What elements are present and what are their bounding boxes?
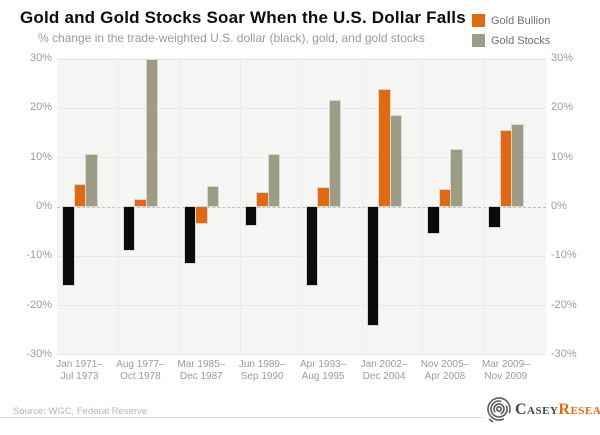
- y-axis-tick-label: -30%: [26, 347, 52, 360]
- bar: [451, 149, 462, 207]
- bar: [184, 206, 196, 264]
- legend-item-gold-stocks: Gold Stocks: [472, 34, 598, 47]
- gold-stocks-swatch-icon: [472, 34, 485, 47]
- y-axis-tick-label: -10%: [551, 249, 577, 262]
- gridline-v: [483, 58, 485, 355]
- chart-title: Gold and Gold Stocks Soar When the U.S. …: [20, 8, 466, 27]
- source-note: Source: WGC, Federal Reserve: [13, 406, 148, 417]
- bar: [123, 206, 135, 250]
- bar: [379, 89, 390, 207]
- bar: [63, 206, 74, 285]
- x-axis-category-label: Nov 2005– Apr 2008: [420, 359, 470, 382]
- bar: [207, 187, 219, 207]
- bar: [306, 206, 318, 285]
- x-axis-category-label: Jan 2002– Dec 2004: [360, 359, 408, 382]
- plot-area: [57, 58, 546, 356]
- y-axis-tick-label: 30%: [29, 52, 52, 65]
- x-axis-category-label: Mar 1985– Dec 1987: [177, 359, 226, 382]
- y-axis-tick-label: -10%: [26, 249, 52, 262]
- chart-subtitle: % change in the trade-weighted U.S. doll…: [38, 31, 425, 45]
- y-axis-tick-label: 10%: [551, 150, 574, 163]
- gridline-v: [300, 58, 302, 355]
- fingerprint-icon: [487, 397, 511, 423]
- gridline-v: [422, 58, 424, 355]
- legend: Gold Bullion Gold Stocks: [472, 14, 598, 54]
- bar: [245, 206, 257, 225]
- gold-swatch-icon: [472, 14, 485, 27]
- bar: [196, 206, 207, 224]
- legend-item-gold: Gold Bullion: [472, 14, 598, 27]
- bar: [135, 199, 146, 207]
- bar: [318, 188, 329, 207]
- bar: [512, 124, 523, 207]
- x-axis-category-label: Jun 1989– Sep 1990: [238, 359, 286, 382]
- bar: [390, 116, 401, 207]
- x-axis-category-label: Jan 1971– Jul 1973: [56, 359, 103, 382]
- y-axis-tick-label: 30%: [551, 52, 574, 65]
- gridline-v: [178, 58, 180, 355]
- y-axis-tick-label: -20%: [551, 298, 577, 311]
- y-axis-tick-label: 10%: [29, 150, 52, 163]
- bar: [500, 130, 512, 207]
- x-axis-category-label: Mar 2009– Nov 2009: [481, 359, 530, 382]
- bar: [86, 154, 97, 207]
- y-axis-tick-label: 20%: [29, 101, 52, 114]
- bar: [268, 154, 280, 207]
- bar: [439, 189, 451, 207]
- bar: [428, 206, 439, 233]
- x-axis-category-label: Apr 1993– Aug 1995: [300, 359, 347, 382]
- footer-divider: [0, 417, 483, 418]
- bar: [146, 59, 158, 207]
- brand-research: Research: [558, 400, 600, 418]
- x-axis-category-label: Aug 1977– Oct 1978: [116, 359, 165, 382]
- legend-label: Gold Bullion: [491, 14, 551, 27]
- bar: [489, 206, 500, 227]
- bar: [367, 206, 378, 325]
- bar: [257, 193, 268, 207]
- y-axis-tick-label: -30%: [551, 347, 577, 360]
- legend-label: Gold Stocks: [491, 34, 551, 47]
- y-axis-tick-label: -20%: [26, 298, 52, 311]
- bar: [329, 101, 341, 207]
- y-axis-tick-label: 0%: [36, 200, 52, 212]
- gridline-v: [117, 58, 119, 355]
- brand-casey: Casey: [515, 400, 559, 418]
- y-axis-tick-label: 20%: [551, 101, 574, 114]
- bar: [74, 184, 85, 207]
- gridline-v: [239, 58, 241, 355]
- y-axis-tick-label: 0%: [551, 200, 567, 212]
- casey-research-logo: CaseyResearch: [486, 396, 600, 423]
- gridline-v: [361, 58, 363, 355]
- brand-text: CaseyResearch: [515, 401, 600, 419]
